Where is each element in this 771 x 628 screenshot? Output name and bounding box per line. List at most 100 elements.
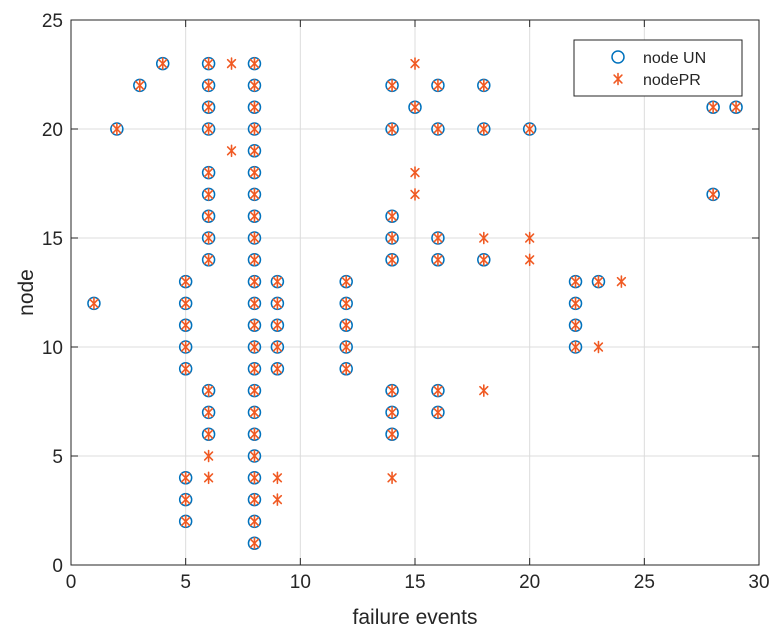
asterisk-stroke: [387, 211, 397, 221]
asterisk-stroke: [433, 385, 443, 396]
data-point-nodepr: [180, 318, 191, 332]
data-point-nodepr: [570, 340, 581, 354]
asterisk-stroke: [249, 255, 260, 265]
data-point-nodepr: [249, 493, 260, 506]
asterisk-stroke: [410, 58, 420, 69]
asterisk-stroke: [180, 364, 191, 374]
data-point-nodepr: [203, 209, 214, 223]
y-tick-labels: 0 5 10 15 20 25: [42, 11, 63, 577]
y-tick-label: 20: [42, 120, 63, 141]
asterisk-stroke: [249, 276, 260, 287]
data-point-nodepr: [203, 122, 214, 136]
asterisk-stroke: [249, 80, 260, 91]
data-point-nodepr: [203, 188, 214, 201]
data-point-nodepr: [341, 362, 351, 376]
axis-ticks: [70, 19, 760, 566]
data-point-nodepr: [249, 144, 260, 158]
asterisk-stroke: [226, 146, 237, 156]
asterisk-stroke: [203, 189, 214, 200]
data-point-nodepr: [180, 493, 191, 506]
data-point-nodepr: [593, 275, 604, 288]
asterisk-stroke: [433, 124, 443, 134]
asterisk-stroke: [387, 233, 397, 243]
data-point-nodepr: [112, 122, 122, 136]
legend-label-node-un: node UN: [643, 50, 706, 67]
data-point-nodepr: [570, 297, 581, 310]
data-point-nodepr: [249, 515, 260, 528]
data-point-nodepr: [249, 318, 260, 332]
asterisk-stroke: [203, 385, 214, 396]
asterisk-stroke: [135, 80, 145, 91]
y-tick-label: 0: [52, 556, 63, 577]
asterisk-stroke: [249, 473, 260, 483]
data-point-nodepr: [249, 340, 260, 354]
data-point-nodepr: [570, 318, 581, 332]
asterisk-stroke: [570, 298, 581, 309]
asterisk-stroke: [433, 255, 443, 265]
data-series: [87, 56, 743, 550]
y-axis-label: node: [15, 269, 38, 316]
data-point-nodepr: [341, 340, 351, 354]
asterisk-stroke: [272, 494, 283, 505]
asterisk-stroke: [203, 429, 214, 439]
asterisk-stroke: [249, 451, 260, 461]
data-point-nodepr: [387, 406, 397, 419]
data-point-nodepr: [433, 253, 443, 267]
asterisk-stroke: [341, 298, 351, 309]
asterisk-stroke: [616, 276, 627, 287]
data-point-nodepr: [249, 536, 260, 550]
asterisk-stroke: [226, 58, 237, 69]
data-point-nodepr: [387, 209, 397, 223]
data-point-nodepr: [89, 297, 99, 310]
asterisk-stroke: [180, 276, 191, 287]
legend-entries: node UN nodePR: [611, 50, 706, 89]
data-point-nodepr: [203, 231, 214, 245]
x-tick-label: 25: [634, 572, 655, 593]
data-point-nodepr: [135, 79, 145, 92]
asterisk-stroke: [479, 80, 489, 91]
data-point-nodepr: [387, 253, 397, 267]
legend-box: [573, 39, 743, 97]
data-point-nodepr: [180, 340, 191, 354]
asterisk-stroke: [272, 298, 283, 309]
asterisk-stroke: [203, 124, 214, 134]
asterisk-stroke: [731, 102, 741, 112]
data-point-nodepr: [249, 427, 260, 441]
data-point-nodepr: [203, 166, 214, 179]
data-point-nodepr: [203, 384, 214, 397]
asterisk-stroke: [341, 364, 351, 374]
asterisk-stroke: [180, 516, 191, 527]
legend: node UN nodePR: [573, 39, 743, 97]
asterisk-stroke: [203, 407, 214, 418]
data-point-nodepr: [410, 100, 420, 114]
asterisk-stroke: [570, 320, 581, 330]
asterisk-stroke: [180, 320, 191, 330]
data-point-nodepr: [341, 275, 351, 288]
data-point-nodepr: [387, 427, 397, 441]
asterisk-stroke: [272, 276, 283, 287]
data-point-nodepr: [524, 122, 535, 136]
x-tick-label: 0: [66, 572, 77, 593]
data-point-nodepr: [272, 297, 283, 310]
data-point-nodepr: [593, 340, 604, 354]
asterisk-stroke: [180, 473, 191, 483]
data-point-nodepr: [180, 515, 191, 528]
data-point-nodepr: [249, 449, 260, 463]
data-point-nodepr: [203, 57, 214, 70]
asterisk-stroke: [203, 451, 214, 461]
data-point-nodepr: [524, 231, 535, 245]
data-point-nodepr: [341, 318, 351, 332]
data-point-nodepr: [203, 449, 214, 463]
data-point-nodepr: [249, 209, 260, 223]
legend-label-nodepr: nodePR: [643, 72, 701, 89]
data-point-nodepr: [249, 362, 260, 376]
x-axis-label: failure events: [353, 606, 478, 628]
asterisk-stroke: [203, 58, 214, 69]
asterisk-stroke: [613, 74, 623, 84]
asterisk-stroke: [249, 429, 260, 439]
asterisk-stroke: [479, 255, 489, 265]
data-point-nodepr: [272, 471, 283, 485]
asterisk-stroke: [158, 58, 168, 69]
asterisk-stroke: [180, 494, 191, 505]
